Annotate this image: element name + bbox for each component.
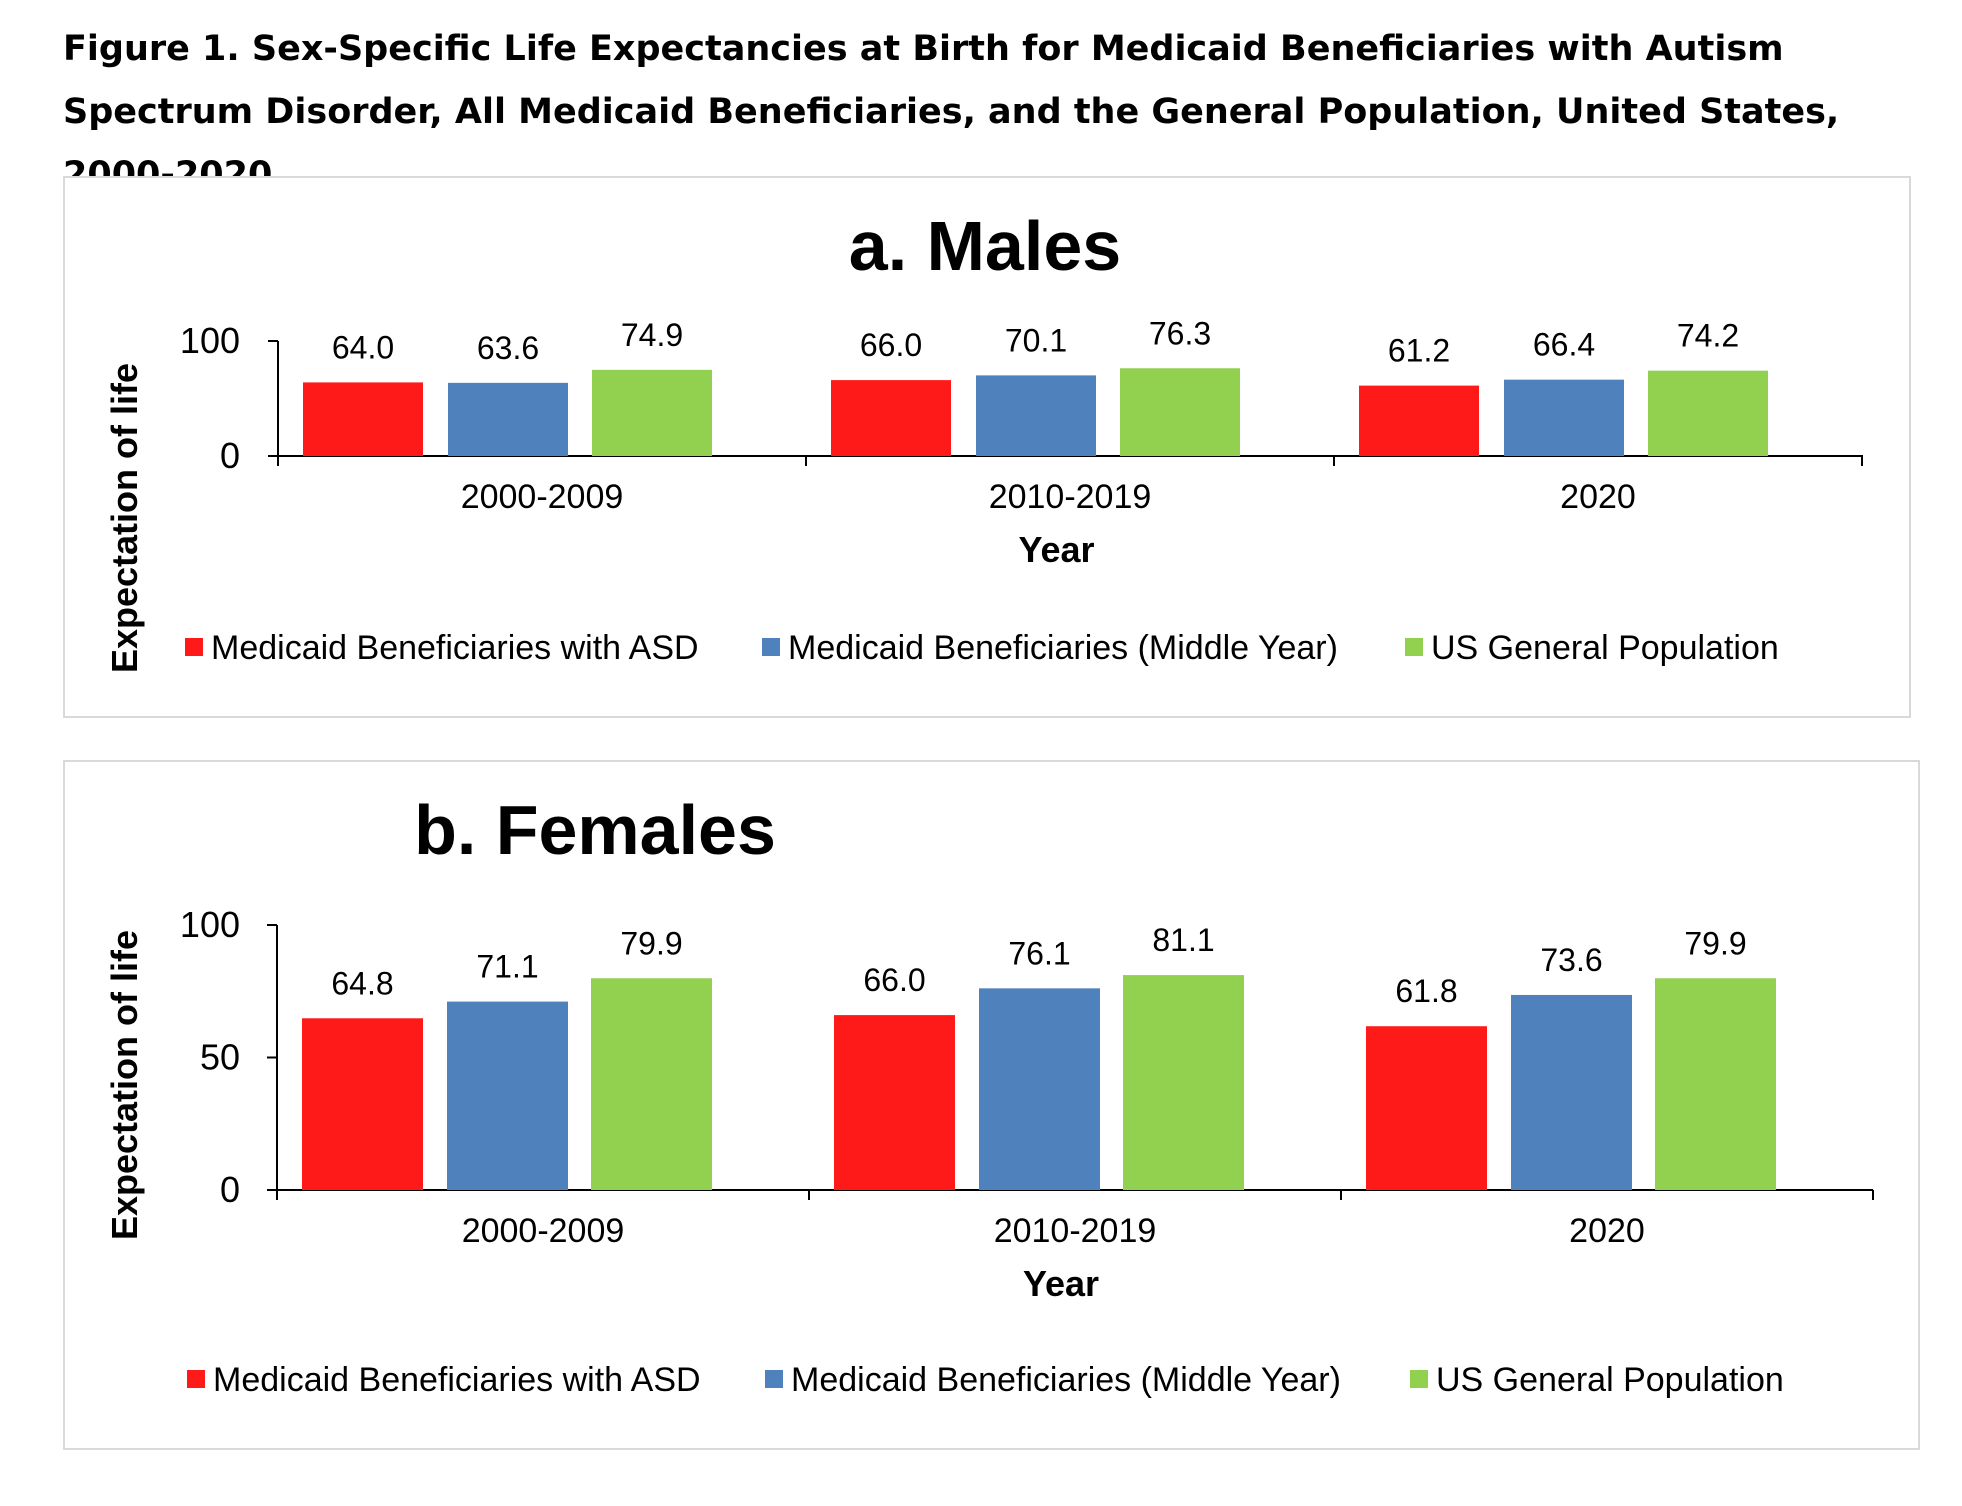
bar [303, 382, 423, 456]
bar [592, 369, 712, 456]
x-category-label: 2010-2019 [989, 478, 1152, 516]
females-chart-svg: b. Females 0 50 100 64.8 71.1 79.9 2000-2009 66.… [104, 791, 1874, 1399]
bar [1655, 978, 1776, 1190]
x-category-label: 2000-2009 [461, 478, 624, 516]
data-label: 61.8 [1395, 973, 1457, 1009]
legend-swatch [187, 1370, 205, 1388]
legend-label: US General Population [1431, 629, 1779, 667]
bar [1366, 1026, 1487, 1190]
legend-label: Medicaid Beneficiaries (Middle Year) [788, 629, 1338, 667]
data-label: 81.1 [1152, 922, 1214, 958]
chart-panel-females: b. Females 0 50 100 64.8 71.1 79.9 2000-2009 66.… [63, 760, 1920, 1450]
bar [1120, 368, 1240, 456]
data-label: 73.6 [1540, 942, 1602, 978]
legend-swatch [1410, 1370, 1428, 1388]
data-label: 63.6 [477, 330, 539, 366]
y-tick-label: 100 [180, 320, 240, 361]
data-label: 64.8 [331, 965, 393, 1001]
legend-label: Medicaid Beneficiaries with ASD [211, 629, 699, 667]
x-category-label: 2010-2019 [994, 1212, 1157, 1250]
data-label: 70.1 [1005, 322, 1067, 358]
y-tick-label: 50 [200, 1037, 240, 1078]
bar [1504, 379, 1624, 456]
figure-title: Figure 1. Sex-Specific Life Expectancies… [63, 29, 1840, 195]
data-label: 64.0 [332, 329, 394, 365]
data-label: 66.0 [863, 962, 925, 998]
bar [448, 382, 568, 456]
y-tick-label: 100 [180, 904, 240, 945]
data-label: 76.3 [1149, 315, 1211, 351]
legend-label: Medicaid Beneficiaries with ASD [213, 1361, 701, 1399]
data-label: 71.1 [476, 949, 538, 985]
data-label: 66.4 [1533, 327, 1595, 363]
males-chart-svg: a. Males 0 100 64.0 63.6 74.9 2000-2009 66.0 70.… [104, 207, 1863, 673]
bar [302, 1018, 423, 1190]
y-tick-label: 0 [220, 1169, 240, 1210]
legend-swatch [1405, 638, 1423, 656]
data-label: 74.2 [1677, 318, 1739, 354]
data-label: 61.2 [1388, 333, 1450, 369]
bar [831, 380, 951, 456]
legend-swatch [765, 1370, 783, 1388]
data-label: 79.9 [620, 925, 682, 961]
x-category-label: 2000-2009 [462, 1212, 625, 1250]
bar [834, 1015, 955, 1190]
data-label: 76.1 [1008, 935, 1070, 971]
legend-swatch [762, 638, 780, 656]
chart-title: b. Females [414, 791, 776, 869]
bar [1359, 385, 1479, 456]
x-axis-title: Year [1018, 529, 1094, 570]
y-axis-title: Expectation of life [104, 363, 145, 673]
x-category-label: 2020 [1560, 478, 1636, 516]
y-tick-label: 0 [220, 435, 240, 476]
x-axis-title: Year [1023, 1263, 1099, 1304]
legend-swatch [185, 638, 203, 656]
bar [591, 978, 712, 1190]
bar [976, 375, 1096, 456]
bar [1123, 975, 1244, 1190]
x-category-label: 2020 [1569, 1212, 1645, 1250]
data-label: 74.9 [621, 317, 683, 353]
bar [1511, 994, 1632, 1190]
data-label: 79.9 [1684, 925, 1746, 961]
chart-title: a. Males [849, 207, 1121, 285]
bar [979, 988, 1100, 1190]
bar [447, 1001, 568, 1190]
y-axis-title: Expectation of life [104, 930, 145, 1240]
legend-label: US General Population [1436, 1361, 1784, 1399]
legend-label: Medicaid Beneficiaries (Middle Year) [791, 1361, 1341, 1399]
data-label: 66.0 [860, 327, 922, 363]
chart-panel-males: a. Males 0 100 64.0 63.6 74.9 2000-2009 66.0 70.… [63, 176, 1911, 718]
bar [1648, 370, 1768, 456]
